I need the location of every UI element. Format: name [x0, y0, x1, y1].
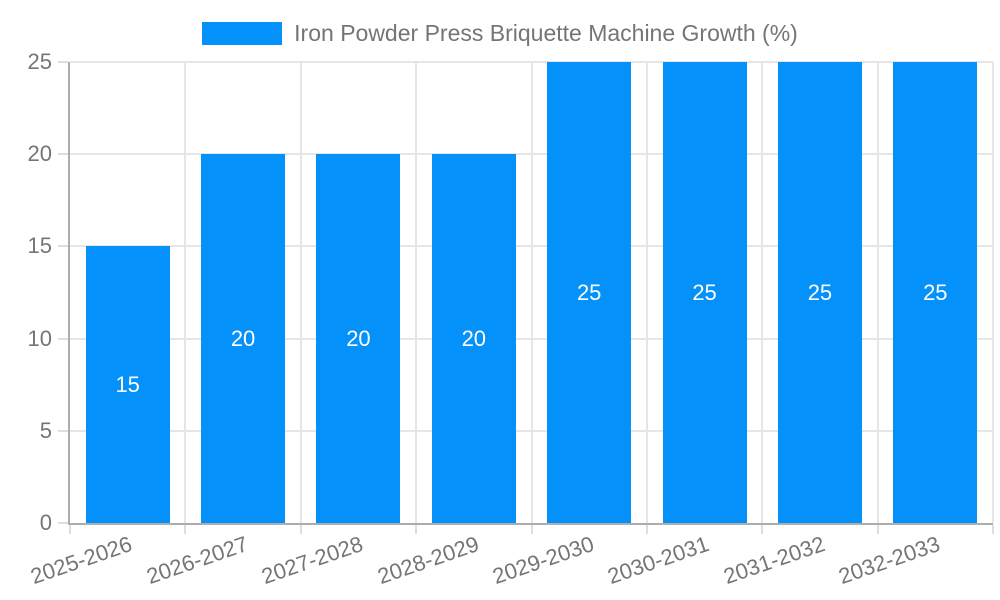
y-tick-mark	[58, 337, 68, 340]
y-tick-mark	[58, 153, 68, 156]
x-gridline	[530, 62, 533, 523]
y-tick-mark	[58, 522, 68, 524]
bar-2030-2031[interactable]: 25	[662, 62, 747, 523]
x-tick-label: 2032-2033	[835, 531, 944, 589]
x-tick-label: 2030-2031	[604, 531, 713, 589]
x-tick-label: 2029-2030	[489, 531, 598, 589]
bar-2025-2026[interactable]: 15	[85, 246, 170, 523]
plot-area: 15 20 20 20 25 25 25 25	[70, 61, 994, 523]
bar-value-label: 15	[115, 371, 140, 397]
x-gridline	[761, 62, 764, 523]
bar-value-label: 20	[461, 325, 487, 351]
bar-value-label: 25	[576, 279, 602, 305]
y-tick-label: 5	[39, 417, 52, 443]
x-tick-mark	[184, 525, 187, 534]
x-tick-label: 2027-2028	[258, 531, 367, 589]
bar-value-label: 20	[230, 325, 256, 351]
x-tick-mark	[645, 525, 648, 534]
x-tick-label: 2028-2029	[374, 531, 482, 589]
y-tick-mark	[58, 61, 68, 63]
bar-2026-2027[interactable]: 20	[201, 154, 286, 523]
bar-2029-2030[interactable]: 25	[547, 62, 632, 523]
bar-2031-2032[interactable]: 25	[777, 62, 862, 523]
legend-item[interactable]: Iron Powder Press Briquette Machine Grow…	[0, 20, 1000, 47]
x-gridline	[645, 62, 648, 523]
x-gridline	[992, 62, 994, 523]
bar-value-label: 25	[923, 279, 948, 305]
x-tick-mark	[415, 525, 418, 534]
legend-label: Iron Powder Press Briquette Machine Grow…	[294, 20, 798, 46]
x-tick-mark	[761, 525, 764, 534]
x-tick-label: 2026-2027	[143, 531, 251, 589]
x-tick-mark	[530, 525, 533, 534]
x-tick-label: 2031-2032	[720, 531, 828, 589]
y-tick-label: 25	[27, 49, 52, 74]
x-tick-mark	[299, 525, 302, 534]
x-gridline	[184, 62, 187, 523]
bar-value-label: 25	[692, 279, 717, 305]
x-tick-label: 2025-2026	[27, 531, 136, 589]
x-tick-mark	[992, 525, 994, 534]
bar-2032-2033[interactable]: 25	[893, 62, 978, 523]
x-axis-line	[68, 523, 993, 525]
y-tick-mark	[58, 429, 68, 432]
bar-value-label: 20	[346, 325, 371, 351]
y-tick-mark	[58, 245, 68, 248]
x-tick-mark	[69, 525, 71, 534]
x-gridline	[876, 62, 879, 523]
y-tick-label: 10	[27, 325, 52, 351]
x-gridline	[415, 62, 418, 523]
x-gridline	[299, 62, 302, 523]
y-axis-line	[68, 62, 70, 525]
y-tick-label: 15	[27, 233, 52, 259]
legend-swatch	[202, 22, 283, 45]
bar-2027-2028[interactable]: 20	[316, 154, 401, 523]
y-tick-label: 0	[39, 510, 52, 535]
y-tick-label: 20	[27, 141, 52, 167]
bar-value-label: 25	[807, 279, 833, 305]
bar-2028-2029[interactable]: 20	[431, 154, 516, 523]
x-tick-mark	[876, 525, 879, 534]
